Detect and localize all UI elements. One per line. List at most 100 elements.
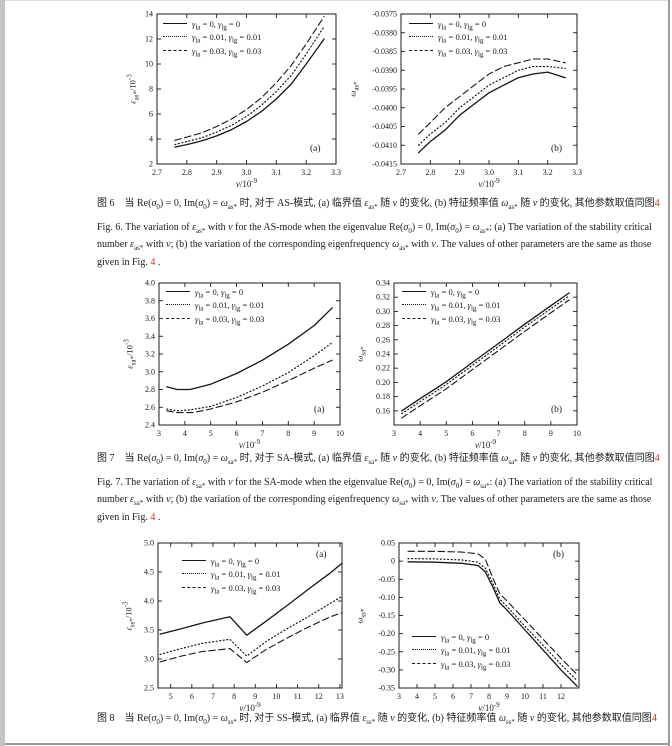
svg-text:-0.30: -0.30 xyxy=(378,665,395,674)
fig6a-series-solid xyxy=(174,38,325,148)
fig6b-y-axis-label: ωas* xyxy=(347,81,361,97)
fig6a-legend: γla = 0, γlg = 0 γla = 0.01, γlg = 0.01 γl… xyxy=(163,16,262,58)
fig7a-series-dotted xyxy=(166,341,333,412)
legend-entry-solid: γla = 0, γlg = 0 xyxy=(163,16,261,32)
svg-text:2.4: 2.4 xyxy=(145,421,155,430)
figure7-caption-cn-text: 图 7 当 Re(σ0) = 0, Im(σ0) = ωsa* 时, 对于 SA… xyxy=(97,453,655,466)
figure6-caption-cn-text: 图 6 当 Re(σ0) = 0, Im(σ0) = ωas* 时, 对于 AS… xyxy=(97,198,655,211)
svg-text:0.16: 0.16 xyxy=(376,406,390,415)
figure6-caption: 图 6 当 Re(σ0) = 0, Im(σ0) = ωas* 时, 对于 AS… xyxy=(97,197,664,269)
legend-entry-label: γla = 0, γlg = 0 xyxy=(195,287,244,300)
solid-line-sample-icon xyxy=(412,635,436,637)
fig8a-x-axis-label: v/10-9 xyxy=(239,701,261,713)
legend-entry-label: γla = 0.03, γlg = 0.03 xyxy=(438,45,508,59)
svg-text:13: 13 xyxy=(336,692,344,701)
fig7a-panel-label: (a) xyxy=(314,405,325,415)
fig7a-series-solid xyxy=(166,307,333,391)
figure7-caption-en: Fig. 7. The variation of εsa* with v for… xyxy=(97,476,664,525)
svg-text:3.2: 3.2 xyxy=(301,168,311,177)
svg-text:3.0: 3.0 xyxy=(144,655,154,664)
svg-text:3.4: 3.4 xyxy=(145,332,155,341)
svg-text:12: 12 xyxy=(145,35,153,44)
figure7-caption-en-text: Fig. 7. The variation of εsa* with v for… xyxy=(97,476,653,523)
fig8b-series-dashed xyxy=(407,550,578,676)
svg-text:-0.15: -0.15 xyxy=(378,611,395,620)
svg-text:-0.35: -0.35 xyxy=(378,684,395,693)
fig6b-panel-label: (b) xyxy=(551,144,563,154)
fig6b-series-dotted xyxy=(418,65,566,146)
fig7a-x-axis-label: v/10-9 xyxy=(238,438,261,450)
fig7a-plot-svg: 3 4 5 6 7 8 9 10 2.4 2.6 2.8 3.0 3.2 3.4 3.6 3.8 4.0 xyxy=(145,279,344,439)
figure4-reference-link[interactable]: 4 xyxy=(654,198,660,209)
fig7b-plot-svg: 3 4 5 6 7 8 9 10 0.16 0.18 0.20 0.22 0.24 0.26 0.28 0.3… xyxy=(376,279,581,439)
svg-text:2: 2 xyxy=(149,160,153,169)
svg-text:5: 5 xyxy=(209,429,213,438)
svg-text:-0.0390: -0.0390 xyxy=(372,66,397,75)
fig6b-plot-svg: 2.7 2.8 2.9 3.0 3.1 3.2 3.3-0.0375-0.0380-0.03… xyxy=(372,10,582,178)
svg-text:0.22: 0.22 xyxy=(376,364,390,373)
dashed-line-sample-icon xyxy=(163,49,187,51)
svg-text:10: 10 xyxy=(521,692,529,701)
x-axis-ticks: 2.7 2.8 2.9 3.0 3.1 3.2 3.3 xyxy=(152,14,341,177)
svg-text:0.24: 0.24 xyxy=(376,350,390,359)
legend-entry-dotted: γla = 0.01, γlg = 0.01 xyxy=(402,297,500,313)
legend-entry-dotted: γla = 0.01, γlg = 0.01 xyxy=(182,566,280,582)
solid-line-sample-icon xyxy=(409,22,433,24)
svg-text:3.8: 3.8 xyxy=(145,296,155,305)
plot-frame xyxy=(157,542,343,689)
solid-line-sample-icon xyxy=(402,290,426,292)
x-axis-ticks: 3 4 5 6 7 8 9 10 xyxy=(157,283,344,438)
legend-entry-dotted: γla = 0.01, γlg = 0.01 xyxy=(412,642,510,658)
figure8-panel-a-chart: 5 6 7 8 9 10 11 12 13 2.5 3.0 3.5 4.0 4.5 5.0 εss*/10-3… xyxy=(102,538,356,717)
figure6-caption-cn: 图 6 当 Re(σ0) = 0, Im(σ0) = ωas* 时, 对于 AS… xyxy=(97,197,664,215)
y-axis-ticks: 2 4 6 8 10 12 14 xyxy=(145,10,336,169)
legend-entry-label: γla = 0.01, γlg = 0.01 xyxy=(195,300,265,314)
legend-entry-label: γla = 0, γlg = 0 xyxy=(441,632,490,645)
svg-text:3: 3 xyxy=(392,429,396,438)
figure8-caption-cn: 图 8 当 Re(σ0) = 0, Im(σ0) = ωss* 时, 对于 SS… xyxy=(97,712,664,730)
fig7a-legend: γla = 0, γlg = 0 γla = 0.01, γlg = 0.01 γl… xyxy=(166,284,265,327)
figure6-panel-a-chart: 2.7 2.8 2.9 3.0 3.1 3.2 3.3 2 4 6 8 10 12 14 εas*/10-3… xyxy=(101,9,350,193)
figure4-reference-link[interactable]: 4 xyxy=(150,511,156,523)
svg-text:6: 6 xyxy=(190,692,194,701)
legend-entry-label: γla = 0.03, γlg = 0.03 xyxy=(431,313,501,327)
fig6b-legend: γla = 0, γlg = 0 γla = 0.01, γlg = 0.01 γl… xyxy=(409,16,508,59)
svg-text:6: 6 xyxy=(470,429,474,438)
fig8a-y-axis-label: εss*/10-3 xyxy=(121,600,137,631)
fig6a-y-axis-label: εas*/10-3 xyxy=(125,74,141,104)
dashed-line-sample-icon xyxy=(412,662,436,664)
svg-text:4: 4 xyxy=(183,429,187,438)
figure4-reference-link[interactable]: 4 xyxy=(654,453,660,464)
svg-text:2.5: 2.5 xyxy=(144,684,154,693)
figure8-caption: 图 8 当 Re(σ0) = 0, Im(σ0) = ωss* 时, 对于 SS… xyxy=(97,712,664,730)
figure7-caption: 图 7 当 Re(σ0) = 0, Im(σ0) = ωsa* 时, 对于 SA… xyxy=(97,452,664,524)
fig6a-series-dashed xyxy=(174,15,325,141)
svg-text:14: 14 xyxy=(145,10,153,19)
svg-text:0.34: 0.34 xyxy=(376,279,390,288)
legend-entry-dashed: γla = 0.03, γlg = 0.03 xyxy=(402,311,501,327)
legend-entry-label: γla = 0.01, γlg = 0.01 xyxy=(438,32,508,46)
legend-entry-dotted: γla = 0.01, γlg = 0.01 xyxy=(166,297,265,314)
dotted-line-sample-icon xyxy=(163,36,187,38)
dashed-line-sample-icon xyxy=(402,317,426,319)
svg-text:7: 7 xyxy=(469,692,473,701)
x-axis-ticks: 5 6 7 8 9 10 11 12 13 xyxy=(169,543,344,701)
svg-text:-0.0375: -0.0375 xyxy=(372,10,397,19)
figure4-reference-link[interactable]: 4 xyxy=(150,256,156,268)
svg-text:-0.0410: -0.0410 xyxy=(372,141,397,150)
legend-entry-dotted: γla = 0.01, γlg = 0.01 xyxy=(409,29,508,46)
figure4-reference-link[interactable]: 4 xyxy=(651,713,657,724)
svg-text:-0.0385: -0.0385 xyxy=(372,47,397,56)
page-edge-left xyxy=(0,0,5,746)
solid-line-sample-icon xyxy=(163,22,187,24)
svg-text:3: 3 xyxy=(397,692,401,701)
figure6-panel-b-chart: 2.7 2.8 2.9 3.0 3.1 3.2 3.3 -0.0375 -0.0380 -0.03… xyxy=(345,9,591,193)
dotted-line-sample-icon xyxy=(412,649,436,651)
svg-text:10: 10 xyxy=(145,60,153,69)
legend-entry-label: γla = 0.01, γlg = 0.01 xyxy=(192,32,262,46)
legend-entry-label: γla = 0.03, γlg = 0.03 xyxy=(195,313,265,327)
svg-text:3.6: 3.6 xyxy=(145,314,155,323)
svg-text:2.9: 2.9 xyxy=(455,168,465,177)
legend-entry-dashed: γla = 0.03, γlg = 0.03 xyxy=(409,43,508,59)
svg-text:3.2: 3.2 xyxy=(145,350,155,359)
